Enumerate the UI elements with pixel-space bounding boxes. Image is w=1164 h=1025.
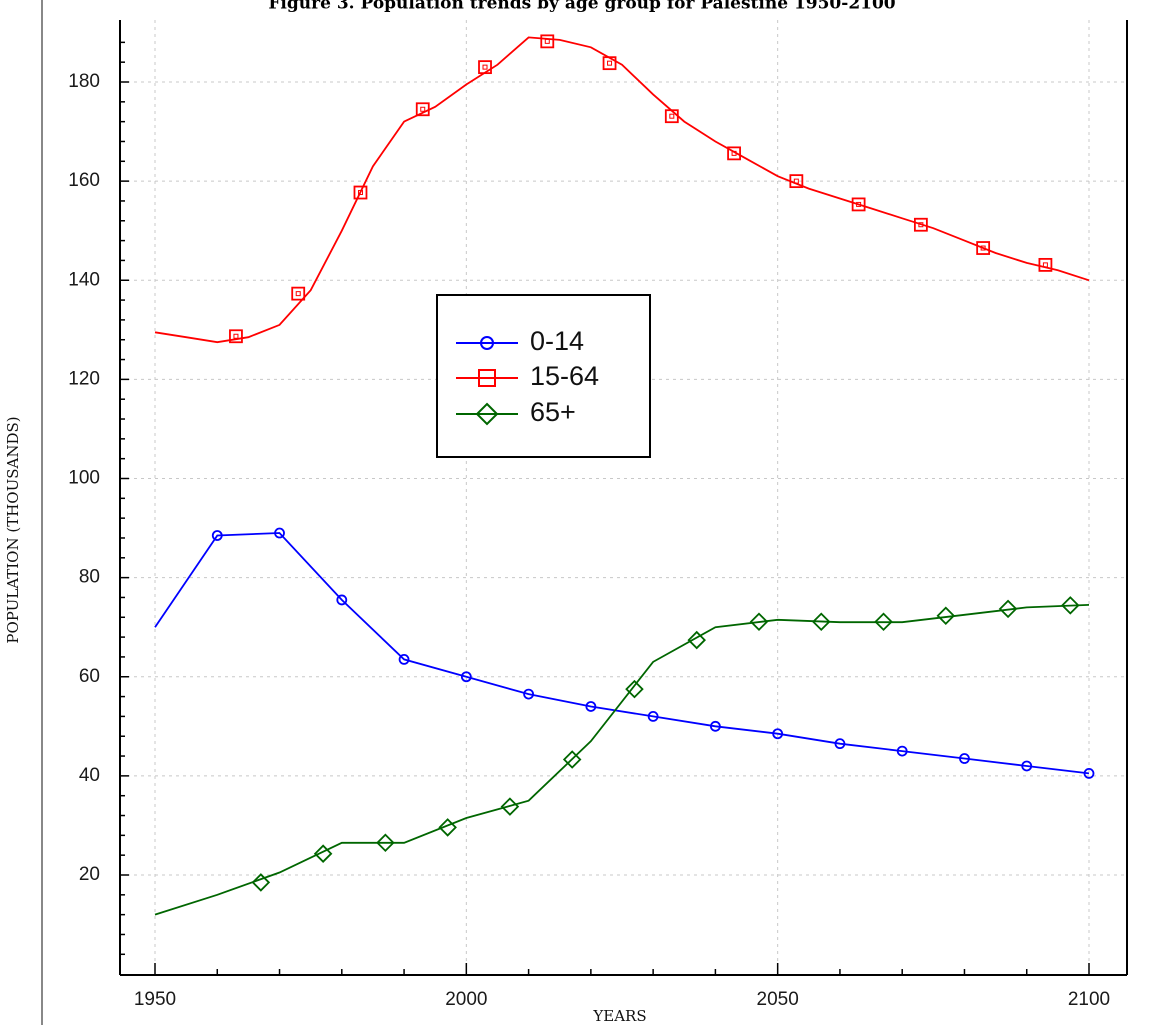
marker-15-64-2033-inner bbox=[669, 113, 675, 119]
marker-0-14-2070 bbox=[896, 745, 908, 757]
marker-0-14-1980 bbox=[336, 594, 348, 606]
marker-65plus-1977 bbox=[313, 844, 333, 863]
marker-0-14-2030 bbox=[647, 711, 659, 722]
series-line-15-64 bbox=[154, 36, 1090, 344]
marker-65plus-2037 bbox=[687, 630, 706, 650]
y-tick-label-120: 120 bbox=[68, 368, 100, 389]
marker-15-64-2023 bbox=[602, 56, 617, 71]
marker-65plus-2047 bbox=[749, 612, 769, 632]
marker-15-64-2003 bbox=[478, 60, 492, 75]
marker-15-64-1993-inner bbox=[420, 106, 426, 112]
marker-15-64-1963 bbox=[229, 329, 243, 344]
marker-65plus-2067 bbox=[874, 612, 893, 632]
y-tick-label-40: 40 bbox=[79, 765, 100, 786]
marker-15-64-2013-inner bbox=[544, 38, 550, 44]
legend-label-0-14: 0-14 bbox=[530, 326, 584, 356]
marker-15-64-2003-inner bbox=[482, 64, 488, 70]
marker-15-64-2093-inner bbox=[1042, 262, 1048, 268]
series-line-65plus bbox=[154, 604, 1090, 916]
marker-65plus-2017 bbox=[562, 750, 582, 769]
y-tick-label-20: 20 bbox=[79, 864, 100, 885]
series-markers bbox=[211, 34, 1095, 892]
marker-15-64-2083-inner bbox=[980, 245, 986, 251]
marker-15-64-2063 bbox=[851, 197, 866, 212]
marker-15-64-2023-inner bbox=[607, 60, 613, 66]
legend-label-15-64: 15-64 bbox=[530, 361, 599, 391]
marker-65plus-1967 bbox=[251, 873, 271, 892]
marker-0-14-1990 bbox=[398, 654, 410, 665]
marker-65plus-2077 bbox=[936, 606, 956, 626]
marker-65plus-2097 bbox=[1061, 596, 1080, 615]
legend-marker-0-14 bbox=[480, 336, 494, 350]
y-tick-label-60: 60 bbox=[79, 666, 100, 687]
x-tick-label-2100: 2100 bbox=[1068, 989, 1110, 1010]
marker-15-64-1973 bbox=[291, 286, 306, 301]
marker-0-14-2060 bbox=[834, 738, 846, 750]
y-tick-label-180: 180 bbox=[68, 71, 100, 92]
y-tick-label-100: 100 bbox=[68, 468, 100, 489]
tick-labels: 20 40 60 80 100 120 140 160 180 1950 2000 2050 2100 bbox=[68, 71, 1110, 1010]
grid-lines bbox=[120, 20, 1127, 975]
marker-15-64-2073-inner bbox=[918, 222, 924, 228]
y-tick-label-160: 160 bbox=[68, 170, 100, 191]
marker-65plus-2057 bbox=[811, 612, 831, 632]
marker-15-64-2093 bbox=[1038, 257, 1053, 272]
series-line-0-14 bbox=[154, 532, 1090, 775]
marker-0-14-1970 bbox=[274, 527, 285, 539]
marker-15-64-2073 bbox=[913, 217, 928, 232]
marker-15-64-1963-inner bbox=[233, 333, 239, 339]
x-tick-label-2050: 2050 bbox=[757, 989, 799, 1010]
marker-15-64-2063-inner bbox=[856, 201, 862, 207]
marker-15-64-1973-inner bbox=[295, 291, 301, 297]
marker-15-64-2053 bbox=[789, 174, 804, 189]
marker-65plus-1987 bbox=[376, 833, 395, 853]
marker-15-64-1983-inner bbox=[357, 190, 363, 196]
marker-15-64-2033 bbox=[664, 109, 679, 124]
marker-15-64-2043-inner bbox=[731, 150, 737, 156]
marker-65plus-2007 bbox=[500, 797, 520, 816]
y-tick-label-80: 80 bbox=[79, 567, 100, 588]
marker-0-14-2020 bbox=[585, 701, 597, 712]
marker-15-64-2083 bbox=[976, 241, 991, 255]
legend-box bbox=[436, 294, 651, 458]
marker-65plus-1997 bbox=[438, 818, 457, 837]
y-axis-title: POPULATION (THOUSANDS) bbox=[4, 416, 22, 643]
legend: 0-14 15-64 65+ bbox=[436, 294, 651, 458]
marker-0-14-1960 bbox=[211, 530, 223, 541]
marker-0-14-2050 bbox=[772, 728, 784, 740]
marker-65plus-2087 bbox=[998, 599, 1018, 619]
marker-15-64-2043 bbox=[727, 146, 741, 161]
legend-label-65plus: 65+ bbox=[530, 397, 576, 427]
marker-15-64-2013 bbox=[540, 34, 555, 49]
marker-0-14-2040 bbox=[710, 720, 721, 732]
marker-15-64-2053-inner bbox=[793, 178, 799, 184]
marker-15-64-1993 bbox=[415, 102, 430, 117]
series-lines bbox=[154, 36, 1090, 916]
marker-0-14-2010 bbox=[523, 688, 534, 700]
marker-0-14-2000 bbox=[460, 671, 472, 683]
legend-marker-15-64 bbox=[478, 369, 496, 387]
marker-65plus-2027 bbox=[625, 679, 644, 699]
y-tick-label-140: 140 bbox=[68, 269, 100, 290]
marker-0-14-2080 bbox=[959, 753, 970, 764]
legend-marker-65plus bbox=[475, 402, 499, 426]
x-axis-title: YEARS bbox=[592, 1007, 646, 1025]
marker-15-64-1983 bbox=[353, 185, 368, 200]
chart-title: Figure 3. Population trends by age group… bbox=[268, 0, 895, 14]
axes bbox=[119, 20, 1128, 976]
marker-0-14-2100 bbox=[1083, 767, 1095, 779]
marker-0-14-2090 bbox=[1021, 760, 1033, 772]
x-tick-label-2000: 2000 bbox=[445, 989, 487, 1010]
x-tick-label-1950: 1950 bbox=[134, 989, 176, 1010]
